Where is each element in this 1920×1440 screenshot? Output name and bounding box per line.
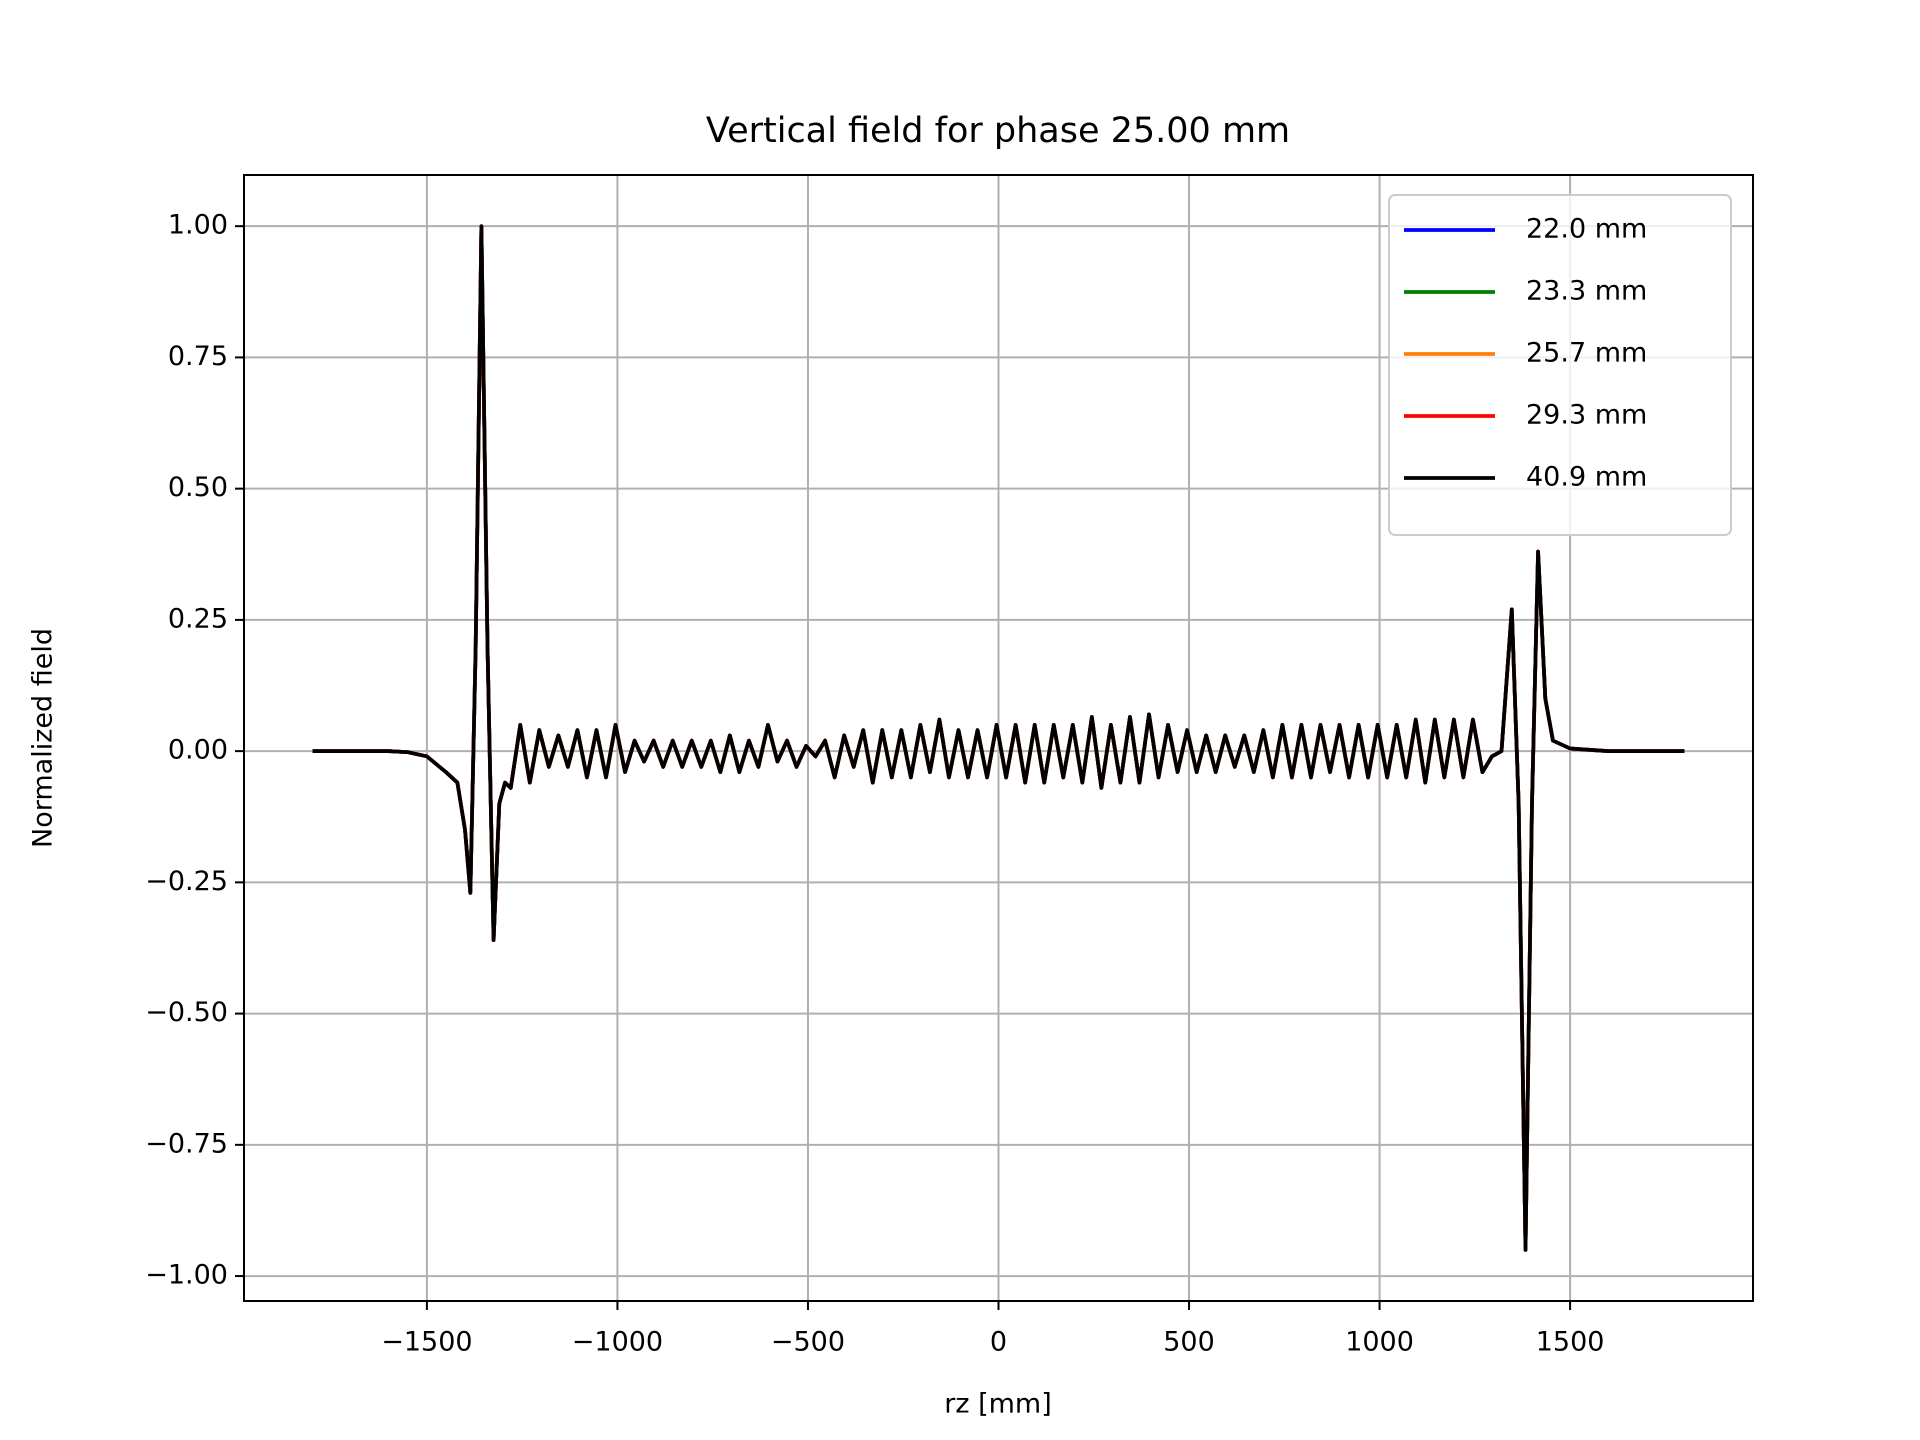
- y-tick-label: 0.75: [168, 341, 228, 372]
- x-tick-label: 500: [1163, 1327, 1215, 1358]
- chart-title: Vertical field for phase 25.00 mm: [706, 111, 1290, 151]
- x-tick-label: 0: [990, 1327, 1007, 1358]
- plot-frame: [243, 174, 1754, 1302]
- y-tick-label: 1.00: [168, 210, 228, 241]
- y-tick-label: 0.00: [168, 735, 228, 766]
- y-tick-label: −0.25: [145, 866, 228, 897]
- y-tick-label: −0.75: [145, 1128, 228, 1159]
- legend-label: 25.7 mm: [1526, 338, 1647, 369]
- data-line: [312, 224, 1685, 1252]
- legend-label: 22.0 mm: [1526, 214, 1647, 245]
- y-tick-label: −1.00: [145, 1260, 228, 1291]
- y-tick-label: 0.25: [168, 603, 228, 634]
- x-tick-label: −1000: [572, 1327, 663, 1358]
- x-tick-label: −500: [771, 1327, 845, 1358]
- x-tick-label: −1500: [381, 1327, 472, 1358]
- y-tick-label: 0.50: [168, 472, 228, 503]
- y-tick-label: −0.50: [145, 997, 228, 1028]
- x-tick-label: 1000: [1345, 1327, 1414, 1358]
- x-tick-label: 1500: [1536, 1327, 1605, 1358]
- legend-label: 29.3 mm: [1526, 400, 1647, 431]
- x-axis-label: rz [mm]: [944, 1389, 1052, 1420]
- y-axis-label: Normalized field: [28, 628, 59, 848]
- legend-label: 40.9 mm: [1526, 462, 1647, 493]
- legend-box: [1388, 194, 1732, 536]
- legend-label: 23.3 mm: [1526, 276, 1647, 307]
